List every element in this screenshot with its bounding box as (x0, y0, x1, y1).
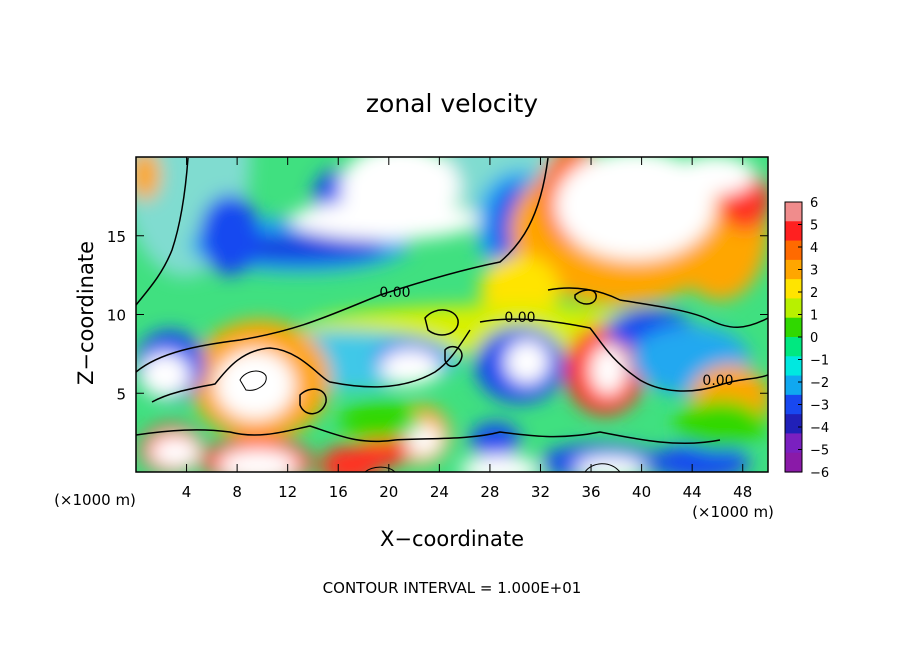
colorbar-tick-label: 1 (810, 309, 818, 324)
x-tick-label: 40 (632, 483, 651, 501)
velocity-field (136, 157, 768, 472)
colorbar-tick-label: −5 (810, 444, 829, 459)
x-axis-title: X−coordinate (380, 527, 524, 551)
field-patch (555, 157, 715, 260)
field-patch (290, 200, 480, 240)
x-tick-label: 32 (531, 483, 550, 501)
contour-value-label: 0.00 (379, 285, 410, 301)
closed-contour-c (574, 289, 597, 305)
y-tick-label: 15 (107, 228, 126, 246)
colorbar-swatch (785, 317, 802, 338)
colorbar-swatch (785, 240, 802, 261)
x-tick-label: 48 (733, 483, 752, 501)
field-patch (150, 436, 200, 468)
inner-loop-contour (239, 370, 267, 391)
field-patch (575, 456, 645, 472)
field-patch (675, 157, 755, 195)
colorbar-swatch (785, 221, 802, 242)
contour-labels: 0.00 0.00 0.00 (379, 285, 733, 389)
zero-contour-mid (136, 157, 549, 373)
colorbar-swatch (785, 433, 802, 454)
contour-lines (136, 157, 768, 472)
zero-contour-lower-a (151, 329, 471, 403)
colorbar-swatch (785, 394, 802, 415)
field-patch (460, 455, 540, 472)
x-tick-label: 8 (232, 483, 242, 501)
colorbar-swatch (785, 202, 802, 222)
field-patch (505, 340, 549, 384)
contour-value-label: 0.00 (702, 373, 733, 389)
colorbar-swatch (785, 279, 802, 300)
colorbar-tick-label: −3 (810, 399, 829, 414)
colorbar-swatch (785, 452, 802, 473)
zero-contour-bottom (136, 425, 721, 445)
colorbar-tick-label: 5 (810, 219, 818, 234)
colorbar-swatch (785, 298, 802, 319)
field-patch (470, 422, 520, 458)
x-tick-label: 16 (329, 483, 348, 501)
colorbar-tick-label: 0 (810, 331, 818, 346)
y-tick-label: 5 (116, 385, 126, 403)
field-patch (140, 353, 190, 397)
colorbar-tick-labels: 6 5 4 3 2 1 0 −1 −2 −3 −4 −5 −6 (798, 196, 829, 481)
colorbar-tick-label: 3 (810, 264, 818, 279)
field-patch (675, 400, 765, 450)
colorbar-tick-label: −4 (810, 421, 829, 436)
x-tick-label: 20 (379, 483, 398, 501)
bottom-loop-contour (364, 466, 396, 472)
field-patch (136, 157, 160, 200)
colorbar-swatch (785, 356, 802, 377)
x-tick-label: 4 (182, 483, 192, 501)
colorbar-swatch (785, 337, 802, 357)
field-patch (218, 449, 298, 472)
bottom-loop-contour-2 (584, 463, 621, 472)
field-patch (590, 345, 626, 395)
closed-contour-a (299, 388, 327, 415)
colorbar-swatch (785, 414, 802, 435)
colorbar-swatch (785, 375, 802, 396)
colorbar-tick-label: 6 (810, 196, 818, 211)
field-patch (650, 444, 750, 472)
plot-area: 0.00 0.00 0.00 (136, 157, 768, 472)
y-axis-title: Z−coordinate (74, 241, 98, 385)
x-tick-label: 12 (278, 483, 297, 501)
field-patch (200, 195, 260, 275)
colorbar-tick-label: −2 (810, 376, 829, 391)
colorbar-swatch (785, 259, 802, 280)
x-tick-label: 28 (480, 483, 499, 501)
contour-interval-footer: CONTOUR INTERVAL = 1.000E+01 (323, 579, 582, 597)
colorbar-tick-label: 2 (810, 286, 818, 301)
field-patch (380, 349, 440, 385)
contour-value-label: 0.00 (504, 310, 535, 326)
x-tick-label: 24 (430, 483, 449, 501)
x-tick-label: 44 (683, 483, 702, 501)
field-patch (340, 400, 420, 440)
x-unit-label-right: (×1000 m) (692, 503, 774, 521)
zero-contour-upper (136, 157, 189, 306)
colorbar-tick-label: −1 (810, 354, 829, 369)
closed-contour-b (424, 309, 459, 336)
chart-title: zonal velocity (366, 89, 538, 118)
y-tick-label: 10 (107, 307, 126, 325)
y-axis: 5 10 15 (107, 228, 768, 403)
x-tick-label: 36 (581, 483, 600, 501)
zero-contour-lower-b (479, 318, 768, 392)
x-axis: 4 8 12 16 20 24 28 32 36 40 44 48 (182, 157, 752, 501)
colorbar-tick-label: −6 (810, 466, 829, 481)
x-unit-label-left: (×1000 m) (54, 491, 136, 509)
colorbar (784, 201, 803, 473)
closed-contour-d (444, 345, 463, 368)
colorbar-tick-label: 4 (810, 241, 818, 256)
field-patch (215, 350, 295, 420)
